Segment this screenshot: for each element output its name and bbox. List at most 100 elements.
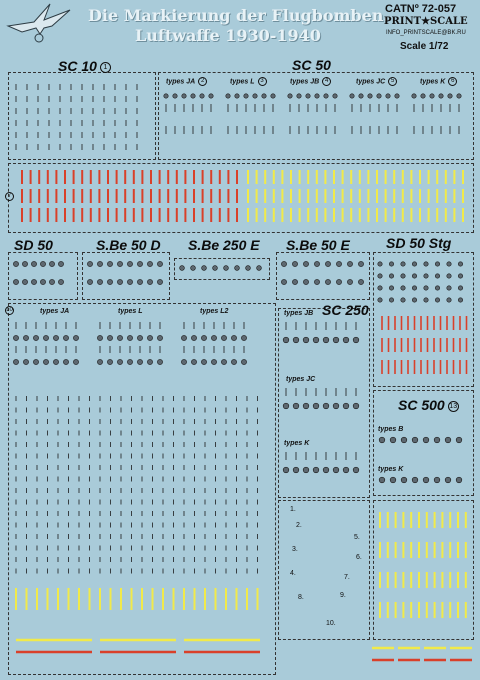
sbe50d-roundel — [147, 279, 153, 285]
scale-label: Scale 1/72 — [400, 41, 449, 52]
sc50-roundel — [376, 93, 382, 99]
inscription-8: 8. — [298, 594, 304, 601]
sd50-roundel — [58, 261, 64, 267]
sc250-roundel — [282, 466, 290, 474]
sc500-roundel — [422, 436, 430, 444]
inscription-5: 5. — [354, 534, 360, 541]
sc50-roundel — [394, 93, 400, 99]
sc500-type-k: types K — [378, 466, 404, 473]
sbe50d-roundel — [97, 279, 103, 285]
sc250-roundel — [292, 402, 300, 410]
type-roundel — [43, 335, 49, 341]
sbe50d-roundel — [87, 279, 93, 285]
sc50-roundel — [323, 93, 329, 99]
sd50-roundel — [49, 261, 55, 267]
sd50stg-roundel — [377, 261, 383, 267]
sc50-roundel — [349, 93, 355, 99]
sheet-title: Die Markierung der Flugbomben. Luftwaffe… — [88, 6, 389, 46]
sc250-roundel — [322, 336, 330, 344]
sd50stg-roundel — [434, 261, 440, 267]
sd50stg-roundel — [446, 285, 452, 291]
sd50stg-roundel — [446, 261, 452, 267]
sd50stg-roundel — [388, 261, 394, 267]
sc250-roundel — [312, 402, 320, 410]
sd50stg-roundel — [423, 285, 429, 291]
sc250-roundel — [302, 466, 310, 474]
sc50-heading: SC 50 — [292, 57, 331, 73]
sbe50d-box — [82, 252, 170, 300]
sc250-type-jc: types JC — [286, 376, 316, 383]
sc250-roundel — [342, 466, 350, 474]
sc500-roundel — [400, 436, 408, 444]
type-roundel — [127, 359, 133, 365]
type-roundel — [191, 359, 197, 365]
bottom-type-l2: types L2 — [200, 308, 229, 315]
eagle-logo-icon — [6, 3, 71, 43]
sbe50d-roundel — [117, 261, 123, 267]
sd50stg-roundel — [388, 285, 394, 291]
type-roundel — [211, 335, 217, 341]
sc50-roundel — [332, 93, 338, 99]
type-roundel — [147, 359, 153, 365]
sc50-box — [158, 72, 474, 160]
type-roundel — [63, 359, 69, 365]
sd50stg-box — [373, 252, 474, 387]
sc50-roundel — [252, 93, 258, 99]
sd50stg-roundel — [434, 273, 440, 279]
sc250-roundel — [312, 466, 320, 474]
sbe250e-roundel — [223, 265, 229, 271]
sbe250e-roundel — [256, 265, 262, 271]
inscription-9: 9. — [340, 592, 346, 599]
sd50stg-roundel — [411, 273, 417, 279]
sc50-roundel — [163, 93, 169, 99]
sbe50e-roundel — [303, 261, 309, 267]
sc250-roundel — [332, 466, 340, 474]
sc500-roundel — [433, 436, 441, 444]
sc250-roundel — [332, 402, 340, 410]
sc500-roundel — [389, 436, 397, 444]
sc500-roundel — [455, 476, 463, 484]
sc50-roundel — [305, 93, 311, 99]
sd50stg-heading: SD 50 Stg — [386, 235, 452, 251]
sc50-roundel — [225, 93, 231, 99]
sc50-roundel — [429, 93, 435, 99]
type-roundel — [241, 335, 247, 341]
sc500-roundel — [378, 436, 386, 444]
sbe250e-roundel — [212, 265, 218, 271]
sd50stg-roundel — [423, 273, 429, 279]
sc250-roundel — [352, 336, 360, 344]
sc50-roundel — [243, 93, 249, 99]
inscription-10: 10. — [326, 620, 336, 627]
sd50stg-roundel — [411, 261, 417, 267]
sd50stg-roundel — [446, 273, 452, 279]
sc500-roundel — [400, 476, 408, 484]
sc250-roundel — [302, 402, 310, 410]
sbe50d-roundel — [137, 279, 143, 285]
sc50-roundel — [296, 93, 302, 99]
sc250-roundel — [322, 466, 330, 474]
sd50stg-roundel — [423, 297, 429, 303]
sbe50d-roundel — [117, 279, 123, 285]
sc10-heading: SC 10 1 — [58, 58, 111, 74]
sc10-box — [8, 72, 156, 160]
inscriptions-box — [278, 500, 370, 640]
sc500-roundel — [433, 476, 441, 484]
inscription-7: 7. — [344, 574, 350, 581]
sc500-roundel — [411, 476, 419, 484]
sc250-roundel — [352, 466, 360, 474]
sc500-number-icon: 13 — [447, 400, 459, 412]
sc50-roundel — [420, 93, 426, 99]
sc50-type-ja: types JA 2 — [166, 77, 208, 86]
sbe50e-roundel — [358, 261, 364, 267]
type-roundel — [231, 335, 237, 341]
type-roundel — [137, 359, 143, 365]
sc50-roundel — [447, 93, 453, 99]
sc50-roundel — [190, 93, 196, 99]
inscription-3: 3. — [292, 546, 298, 553]
inscription-2: 2. — [296, 522, 302, 529]
type-roundel — [117, 359, 123, 365]
sbe50e-roundel — [303, 279, 309, 285]
